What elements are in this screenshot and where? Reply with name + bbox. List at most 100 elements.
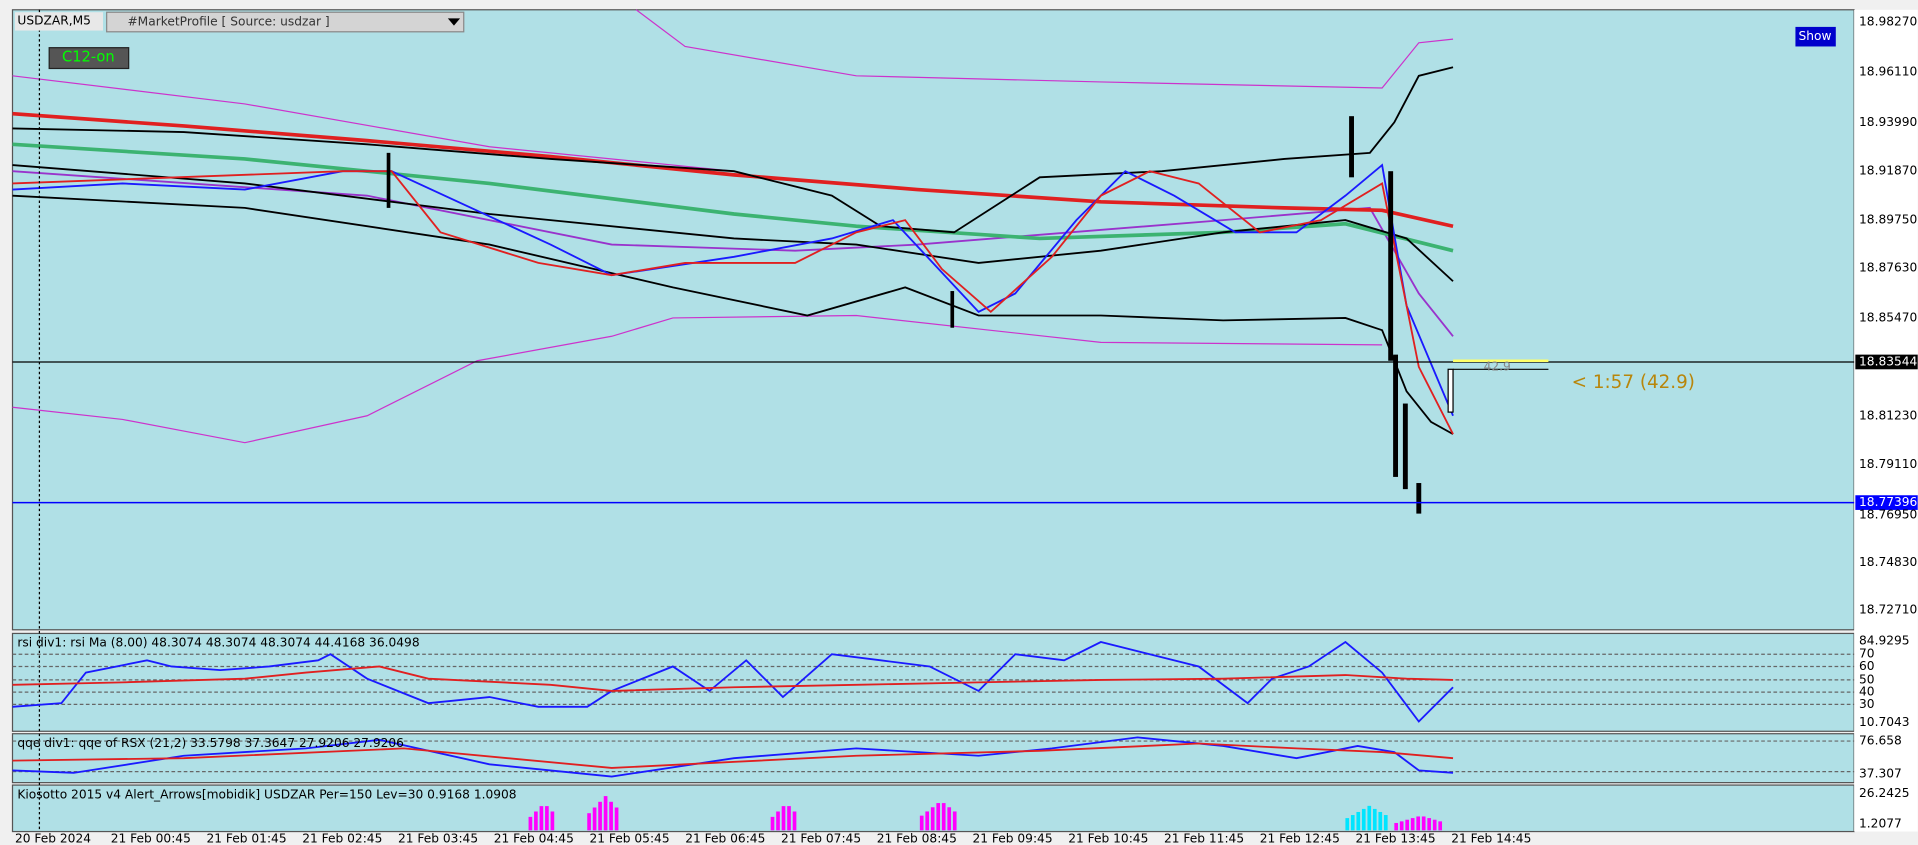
rsi-axis-label: 10.7043 (1859, 715, 1910, 729)
dropdown-arrow[interactable] (447, 18, 461, 26)
time-label: 21 Feb 05:45 (589, 831, 669, 845)
main-lines (12, 9, 1454, 514)
indicator-label[interactable]: #MarketProfile [ Source: usdzar ] (127, 15, 329, 29)
time-label: 21 Feb 02:45 (302, 831, 382, 845)
kiosotto-bar (1350, 815, 1355, 831)
qqe-axis-label: 76.658 (1859, 734, 1902, 748)
time-label: 21 Feb 13:45 (1355, 831, 1435, 845)
kiosotto-bar (550, 811, 555, 831)
kiosotto-bar (1378, 811, 1383, 831)
kiosotto-bars (528, 796, 1443, 831)
symbol: USDZAR,M5 (17, 13, 91, 27)
time-label: 21 Feb 04:45 (494, 831, 574, 845)
price-label: 18.93990 (1859, 115, 1917, 129)
price-label: 18.79110 (1859, 457, 1917, 471)
kiosotto-bar (1372, 808, 1377, 831)
price-label: 18.74830 (1859, 555, 1917, 569)
kiosotto-bar (609, 801, 613, 831)
kiosotto-bar (587, 813, 591, 831)
time-label: 21 Feb 10:45 (1068, 831, 1148, 845)
time-label: 21 Feb 14:45 (1451, 831, 1531, 845)
qqe-blue (12, 736, 1454, 778)
kiosotto-bar (1394, 822, 1399, 831)
kiosotto-bar (1432, 819, 1437, 831)
time-label: 21 Feb 08:45 (877, 831, 957, 845)
kiosotto-bar (1367, 805, 1372, 831)
kiosotto-bar (1416, 816, 1421, 831)
show-label[interactable]: Show (1799, 29, 1832, 43)
envelope-lower (12, 314, 1383, 444)
price-tag (1855, 354, 1918, 370)
time-label: 21 Feb 06:45 (685, 831, 765, 845)
time-label: 21 Feb 12:45 (1260, 831, 1340, 845)
time-label: 20 Feb 2024 (15, 831, 91, 845)
kiosotto-bar (598, 801, 602, 831)
indicator-dropdown[interactable] (106, 11, 465, 33)
kiosotto-bar (539, 806, 544, 831)
kiosotto-axis-label: 1.2077 (1859, 817, 1902, 831)
candle (1447, 368, 1454, 413)
qqe-label: qqe div1: qqe of RSX (21,2) 33.5798 37.3… (17, 736, 404, 750)
kiosotto-bar (603, 796, 608, 831)
timer-text: < 1:57 (42.9) (1572, 372, 1695, 393)
main-chart-area (11, 9, 1855, 631)
kiosotto-axis-label: 26.2425 (1859, 786, 1910, 800)
price-label: 18.91870 (1859, 164, 1917, 178)
purple-band (12, 170, 1454, 337)
c12-label[interactable]: C12-on (62, 48, 115, 65)
c12-button[interactable] (48, 47, 130, 70)
kiosotto-bar (1438, 821, 1443, 831)
show-button[interactable] (1795, 26, 1836, 47)
kiosotto-bar (1399, 821, 1404, 831)
band-upper (12, 66, 1454, 234)
kiosotto-bar (592, 807, 597, 831)
kiosotto-bar (1345, 818, 1350, 831)
price-label: 18.81230 (1859, 408, 1917, 422)
kiosotto-bar (919, 815, 924, 831)
time-label: 21 Feb 07:45 (781, 831, 861, 845)
kiosotto-bar (947, 807, 952, 831)
timer-label: 42.9 (1484, 359, 1511, 373)
candle (950, 291, 955, 328)
envelope-upper (635, 9, 1454, 89)
candle (1349, 116, 1354, 178)
kiosotto-bar (941, 803, 946, 831)
rsi-axis-label: 30 (1859, 697, 1875, 711)
kiosotto-label: Kiosotto 2015 v4 Alert_Arrows[mobidik] U… (17, 787, 516, 801)
kiosotto-bar (952, 811, 957, 831)
price-tag (1855, 495, 1918, 510)
kiosotto-bar (1405, 819, 1410, 831)
kiosotto-bar (1410, 818, 1415, 831)
time-label: 21 Feb 11:45 (1164, 831, 1244, 845)
kiosotto-bar (925, 811, 930, 831)
candle (1388, 171, 1394, 361)
kiosotto-bar (1361, 808, 1366, 831)
price-label: 18.89750 (1859, 213, 1917, 227)
rsi-axis-label: 50 (1859, 672, 1875, 686)
time-label: 21 Feb 09:45 (972, 831, 1052, 845)
red-line (12, 170, 1454, 435)
kiosotto-bar (614, 807, 619, 831)
price-label: 18.96110 (1859, 65, 1917, 79)
rsi-red (12, 665, 1454, 692)
rsi-levels (12, 653, 1855, 773)
rsi-axis-label: 84.9295 (1859, 633, 1910, 647)
rsi-blue (12, 640, 1454, 723)
candle (1402, 403, 1408, 490)
time-label: 21 Feb 01:45 (206, 831, 286, 845)
time-label: 21 Feb 03:45 (398, 831, 478, 845)
price-label: 18.76950 (1859, 507, 1917, 521)
band-lower (12, 194, 1454, 435)
symbol-box (14, 12, 103, 31)
kiosotto-bar (770, 816, 775, 831)
price-label: 18.85470 (1859, 310, 1917, 324)
candle (1416, 483, 1422, 514)
rsi-axis-label: 40 (1859, 685, 1875, 699)
band-middle (12, 164, 1454, 282)
price-label: 18.72710 (1859, 603, 1917, 617)
qqe-red (12, 742, 1454, 769)
kiosotto-bar (787, 806, 791, 831)
kiosotto-bar (1427, 818, 1432, 831)
rsi-axis-label: 60 (1859, 659, 1875, 673)
